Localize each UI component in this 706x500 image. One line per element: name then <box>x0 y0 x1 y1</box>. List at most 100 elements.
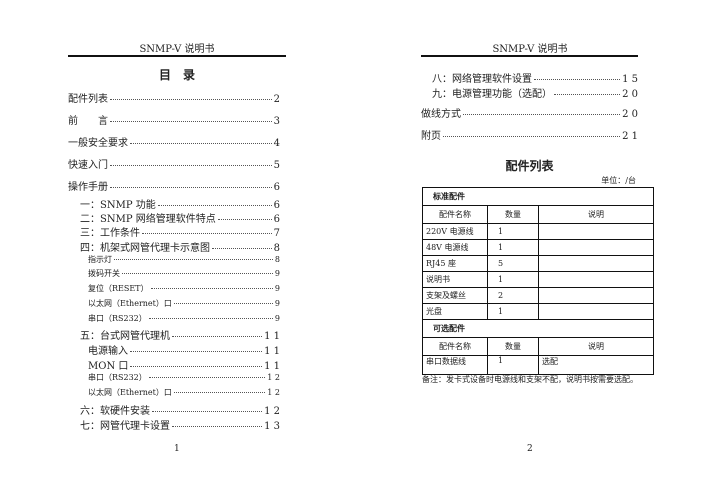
toc-page-number: 2 0 <box>622 89 638 100</box>
toc-entry-label: 快速入门 <box>68 160 108 171</box>
table-header-row: 配件名称 数量 说明 <box>422 205 654 224</box>
toc-page-number: 1 2 <box>264 406 280 417</box>
toc-leader-dots <box>110 187 272 188</box>
toc-subentry[interactable]: 拨码开关 9 <box>88 268 280 279</box>
toc-subentry[interactable]: 电源输入 1 1 <box>88 342 280 357</box>
table-cell <box>538 287 654 304</box>
table-cell: 220V 电源线 <box>422 223 488 240</box>
unit-label: 单位：/台 <box>601 176 636 185</box>
toc-leader-dots <box>148 318 273 319</box>
table-cell <box>538 303 654 320</box>
toc-page-number: 6 <box>273 182 280 193</box>
toc-leader-dots <box>463 114 621 115</box>
column-header: 数量 <box>487 205 539 224</box>
table-row: 光盘 1 <box>422 303 654 320</box>
table-cell: 选配 <box>538 355 654 375</box>
toc-page-number: 9 <box>274 284 280 293</box>
page2-header: SNMP-V 说明书 <box>492 44 568 55</box>
toc-entry-label: 四：机架式网管代理卡示意图 <box>80 243 210 254</box>
table-cell: 1 <box>487 239 539 256</box>
page1-header-rule <box>68 55 286 57</box>
toc-page-number: 5 <box>273 160 280 171</box>
toc-entry-label: 指示灯 <box>88 255 112 264</box>
toc-subentry[interactable]: 以太网（Ethernet）口 1 2 <box>88 387 280 398</box>
table-cell: 48V 电源线 <box>422 239 488 256</box>
section-row: 标准配件 <box>422 187 654 206</box>
column-header: 说明 <box>538 337 654 356</box>
table-row: 48V 电源线 1 <box>422 239 654 256</box>
toc-page-number: 1 5 <box>622 74 638 85</box>
toc-page-number: 4 <box>273 138 280 149</box>
toc-leader-dots <box>114 259 273 260</box>
toc-subentry[interactable]: 串口（RS232） 9 <box>88 313 280 324</box>
toc-entry-label: 以太网（Ethernet）口 <box>88 299 172 308</box>
toc-entry-label: 配件列表 <box>68 94 108 105</box>
toc-page-number: 6 <box>273 200 280 211</box>
toc-page-number: 1 2 <box>267 373 280 382</box>
toc-page-number: 9 <box>274 299 280 308</box>
table-cell: 光盘 <box>422 303 488 320</box>
toc-leader-dots <box>110 121 272 122</box>
table-row: 支架及螺丝 2 <box>422 287 654 304</box>
table-cell <box>538 271 654 288</box>
toc-page-number: 2 0 <box>622 109 638 120</box>
toc-entry-label: 附页 <box>421 131 441 142</box>
toc-entry-label: 八：网络管理软件设置 <box>432 74 532 85</box>
table-cell: 5 <box>487 255 539 272</box>
toc-entry-label: 操作手册 <box>68 182 108 193</box>
toc-entry-label: MON 口 <box>88 361 129 372</box>
toc-page-number: 1 1 <box>264 331 280 342</box>
page1-number: 1 <box>174 444 180 454</box>
toc-entry[interactable]: 配件列表 2 <box>68 90 280 105</box>
table-cell: 1 <box>487 223 539 240</box>
toc-subentry[interactable]: 六：软硬件安装 1 2 <box>80 402 280 417</box>
toc-subentry[interactable]: 二：SNMP 网络管理软件特点 6 <box>80 210 280 225</box>
toc-entry-label: 三：工作条件 <box>80 228 140 239</box>
table-cell: 2 <box>487 287 539 304</box>
toc-subentry[interactable]: 四：机架式网管代理卡示意图 8 <box>80 239 280 254</box>
toc-page-number: 1 3 <box>264 421 280 432</box>
toc-leader-dots <box>122 273 273 274</box>
toc-entry-label: 以太网（Ethernet）口 <box>88 388 172 397</box>
page2-number: 2 <box>527 444 533 454</box>
toc-entry[interactable]: 快速入门 5 <box>68 156 280 171</box>
toc-subentry[interactable]: 一：SNMP 功能 6 <box>80 196 280 211</box>
toc-leader-dots <box>212 248 272 249</box>
page1-header: SNMP-V 说明书 <box>139 44 215 55</box>
toc-entry[interactable]: 附页 2 1 <box>421 127 638 142</box>
accessory-list-title: 配件列表 <box>505 159 554 173</box>
toc-subentry[interactable]: 五：台式网管代理机 1 1 <box>80 327 280 342</box>
toc-leader-dots <box>130 366 263 367</box>
toc-subentry[interactable]: 指示灯 8 <box>88 254 280 265</box>
toc-entry[interactable]: 前 言 3 <box>68 112 280 127</box>
toc-entry-label: 五：台式网管代理机 <box>80 331 170 342</box>
toc-leader-dots <box>150 288 273 289</box>
toc-subentry[interactable]: MON 口 1 1 <box>88 357 280 372</box>
toc-subentry[interactable]: 九：电源管理功能（选配） 2 0 <box>432 85 638 100</box>
toc-entry[interactable]: 做线方式 2 0 <box>421 105 638 120</box>
column-header: 数量 <box>487 337 539 356</box>
toc-entry[interactable]: 操作手册 6 <box>68 178 280 193</box>
toc-entry-label: 电源输入 <box>88 346 128 357</box>
toc-entry[interactable]: 一般安全要求 4 <box>68 134 280 149</box>
toc-subentry[interactable]: 三：工作条件 7 <box>80 224 280 239</box>
toc-entry-label: 拨码开关 <box>88 269 120 278</box>
toc-page-number: 9 <box>274 314 280 323</box>
toc-page-number: 7 <box>273 228 280 239</box>
toc-page-number: 1 1 <box>264 346 280 357</box>
toc-subentry[interactable]: 串口（RS232） 1 2 <box>88 372 280 383</box>
toc-subentry[interactable]: 复位（RESET） 9 <box>88 283 280 294</box>
toc-subentry[interactable]: 八：网络管理软件设置 1 5 <box>432 70 638 85</box>
toc-entry-label: 复位（RESET） <box>88 284 149 293</box>
toc-page-number: 2 1 <box>622 131 638 142</box>
toc-leader-dots <box>157 205 272 206</box>
toc-subentry[interactable]: 以太网（Ethernet）口 9 <box>88 298 280 309</box>
toc-page-number: 8 <box>274 255 280 264</box>
toc-entry-label: 串口（RS232） <box>88 373 147 382</box>
toc-leader-dots <box>130 351 263 352</box>
toc-entry-label: 做线方式 <box>421 109 461 120</box>
toc-subentry[interactable]: 七：网管代理卡设置 1 3 <box>80 417 280 432</box>
toc-leader-dots <box>534 79 621 80</box>
toc-page-number: 1 2 <box>267 388 280 397</box>
